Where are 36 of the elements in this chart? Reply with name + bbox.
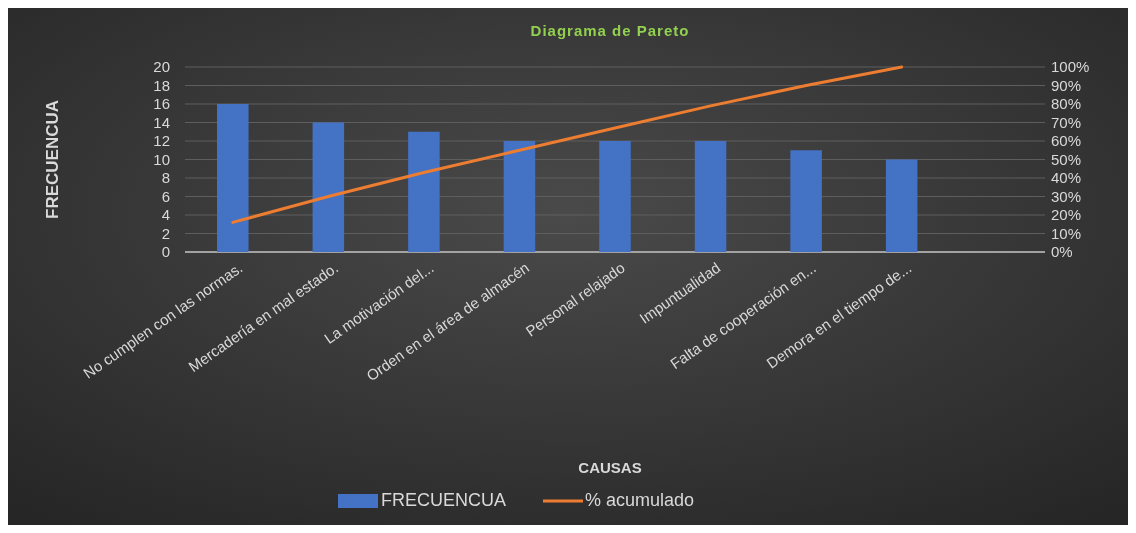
- y2-tick-label: 100%: [1051, 58, 1090, 76]
- chart-title: Diagrama de Pareto: [530, 22, 690, 39]
- y-tick-label: 14: [153, 113, 170, 131]
- y-tick-label: 2: [161, 224, 170, 242]
- y2-tick-label: 70%: [1051, 113, 1082, 131]
- bar: [694, 141, 727, 252]
- y-tick-label: 12: [153, 132, 170, 150]
- bar: [217, 104, 249, 252]
- y-tick-label: 20: [153, 58, 170, 76]
- y-tick-label: 10: [153, 150, 170, 168]
- y2-tick-label: 10%: [1051, 224, 1082, 242]
- bar: [790, 150, 822, 252]
- bar: [503, 141, 536, 252]
- y-tick-label: 8: [161, 169, 170, 187]
- bar: [408, 131, 440, 252]
- line-series: [231, 65, 904, 224]
- y2-tick-label: 40%: [1051, 169, 1082, 187]
- bar: [885, 159, 918, 252]
- y2-tick-label: 0%: [1051, 243, 1073, 261]
- y-tick-label: 6: [161, 187, 170, 205]
- legend-label: % acumulado: [585, 490, 695, 510]
- y2-tick-label: 20%: [1051, 206, 1082, 224]
- y2-tick-label: 80%: [1051, 95, 1082, 113]
- bar: [599, 141, 631, 252]
- y-tick-label: 4: [161, 206, 170, 224]
- y2-tick-label: 90%: [1051, 76, 1082, 94]
- y2-tick-label: 60%: [1051, 132, 1082, 150]
- x-axis-title: CAUSAS: [578, 459, 642, 476]
- y2-tick-label: 50%: [1051, 150, 1082, 168]
- y-tick-label: 0: [161, 243, 170, 261]
- bar: [312, 122, 345, 252]
- y-tick-label: 16: [153, 95, 170, 113]
- y-axis-title: FRECUENCUA: [43, 100, 62, 219]
- legend-label: FRECUENCUA: [381, 490, 507, 510]
- y-tick-label: 18: [153, 76, 170, 94]
- y2-tick-label: 30%: [1051, 187, 1082, 205]
